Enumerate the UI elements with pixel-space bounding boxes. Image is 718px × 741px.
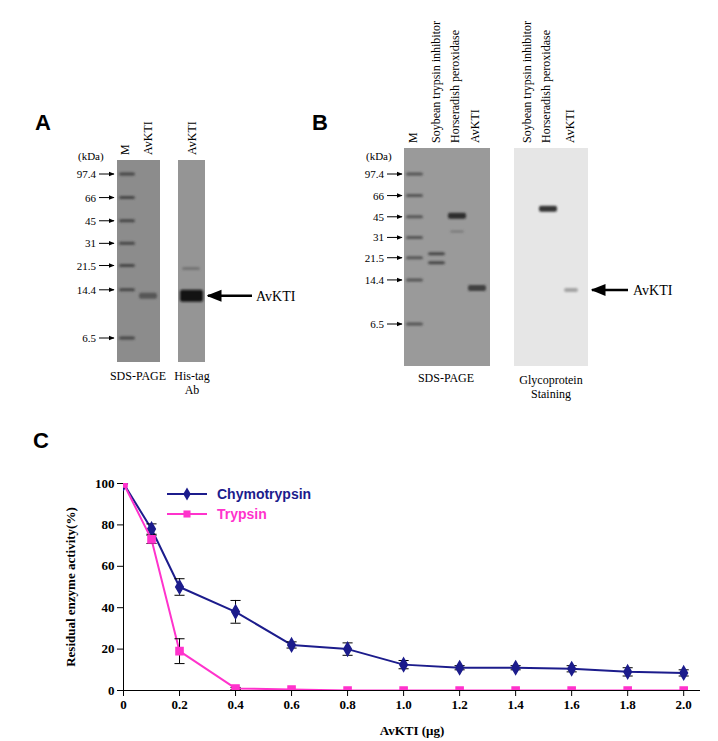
svg-text:AvKTI: AvKTI xyxy=(563,109,577,143)
svg-text:14.4: 14.4 xyxy=(77,284,97,296)
svg-text:20: 20 xyxy=(102,641,115,656)
html-text:C: C xyxy=(33,428,49,453)
svg-text:Soybean trypsin inhibitor: Soybean trypsin inhibitor xyxy=(429,21,443,143)
svg-text:1.2: 1.2 xyxy=(451,697,467,712)
svg-text:66: 66 xyxy=(85,192,97,204)
svg-text:M: M xyxy=(406,132,420,143)
svg-text:1.4: 1.4 xyxy=(508,697,525,712)
svg-text:Staining: Staining xyxy=(531,387,571,401)
svg-text:Glycoprotein: Glycoprotein xyxy=(519,373,582,387)
svg-text:Ab: Ab xyxy=(185,383,200,397)
svg-text:AvKTI: AvKTI xyxy=(256,289,296,304)
svg-text:0: 0 xyxy=(120,697,127,712)
html-text:Chymotrypsin: Chymotrypsin xyxy=(217,486,312,502)
svg-text:66: 66 xyxy=(373,190,385,202)
svg-text:(kDa): (kDa) xyxy=(78,150,104,163)
svg-text:B: B xyxy=(312,110,328,135)
svg-text:1.0: 1.0 xyxy=(395,697,411,712)
svg-text:AvKTI: AvKTI xyxy=(633,283,673,298)
svg-text:SDS-PAGE: SDS-PAGE xyxy=(418,371,474,385)
svg-text:0.2: 0.2 xyxy=(171,697,187,712)
svg-text:6.5: 6.5 xyxy=(370,318,384,330)
svg-text:97.4: 97.4 xyxy=(77,168,97,180)
svg-text:Horseradish peroxidase: Horseradish peroxidase xyxy=(539,30,553,143)
svg-text:100: 100 xyxy=(95,476,115,491)
svg-text:31: 31 xyxy=(85,237,96,249)
svg-text:A: A xyxy=(35,110,51,135)
svg-text:60: 60 xyxy=(102,558,115,573)
svg-text:SDS-PAGE: SDS-PAGE xyxy=(110,369,166,383)
svg-text:1.8: 1.8 xyxy=(620,697,637,712)
svg-text:AvKTI (μg): AvKTI (μg) xyxy=(380,723,445,738)
svg-text:0: 0 xyxy=(108,683,115,698)
svg-text:14.4: 14.4 xyxy=(365,274,385,286)
svg-text:2.0: 2.0 xyxy=(676,697,692,712)
svg-text:Soybean trypsin inhibitor: Soybean trypsin inhibitor xyxy=(520,21,534,143)
svg-text:6.5: 6.5 xyxy=(82,332,96,344)
svg-text:1.6: 1.6 xyxy=(564,697,581,712)
svg-text:AvKTI: AvKTI xyxy=(141,121,155,155)
svg-text:40: 40 xyxy=(102,600,115,615)
svg-text:0.8: 0.8 xyxy=(339,697,356,712)
svg-text:0.6: 0.6 xyxy=(283,697,300,712)
svg-text:Horseradish peroxidase: Horseradish peroxidase xyxy=(448,30,462,143)
html-text:Trypsin: Trypsin xyxy=(217,506,267,522)
svg-text:45: 45 xyxy=(85,215,97,227)
svg-text:21.5: 21.5 xyxy=(365,252,385,264)
svg-text:AvKTI: AvKTI xyxy=(185,121,199,155)
svg-text:His-tag: His-tag xyxy=(174,369,209,383)
svg-text:0.4: 0.4 xyxy=(227,697,244,712)
svg-text:M: M xyxy=(118,144,132,155)
svg-text:80: 80 xyxy=(102,517,115,532)
svg-text:AvKTI: AvKTI xyxy=(468,109,482,143)
svg-text:45: 45 xyxy=(373,211,385,223)
svg-text:Residual enzyme activity(%): Residual enzyme activity(%) xyxy=(63,507,78,667)
svg-text:(kDa): (kDa) xyxy=(366,150,392,163)
svg-text:21.5: 21.5 xyxy=(77,260,97,272)
svg-text:31: 31 xyxy=(373,231,384,243)
svg-text:97.4: 97.4 xyxy=(365,168,385,180)
